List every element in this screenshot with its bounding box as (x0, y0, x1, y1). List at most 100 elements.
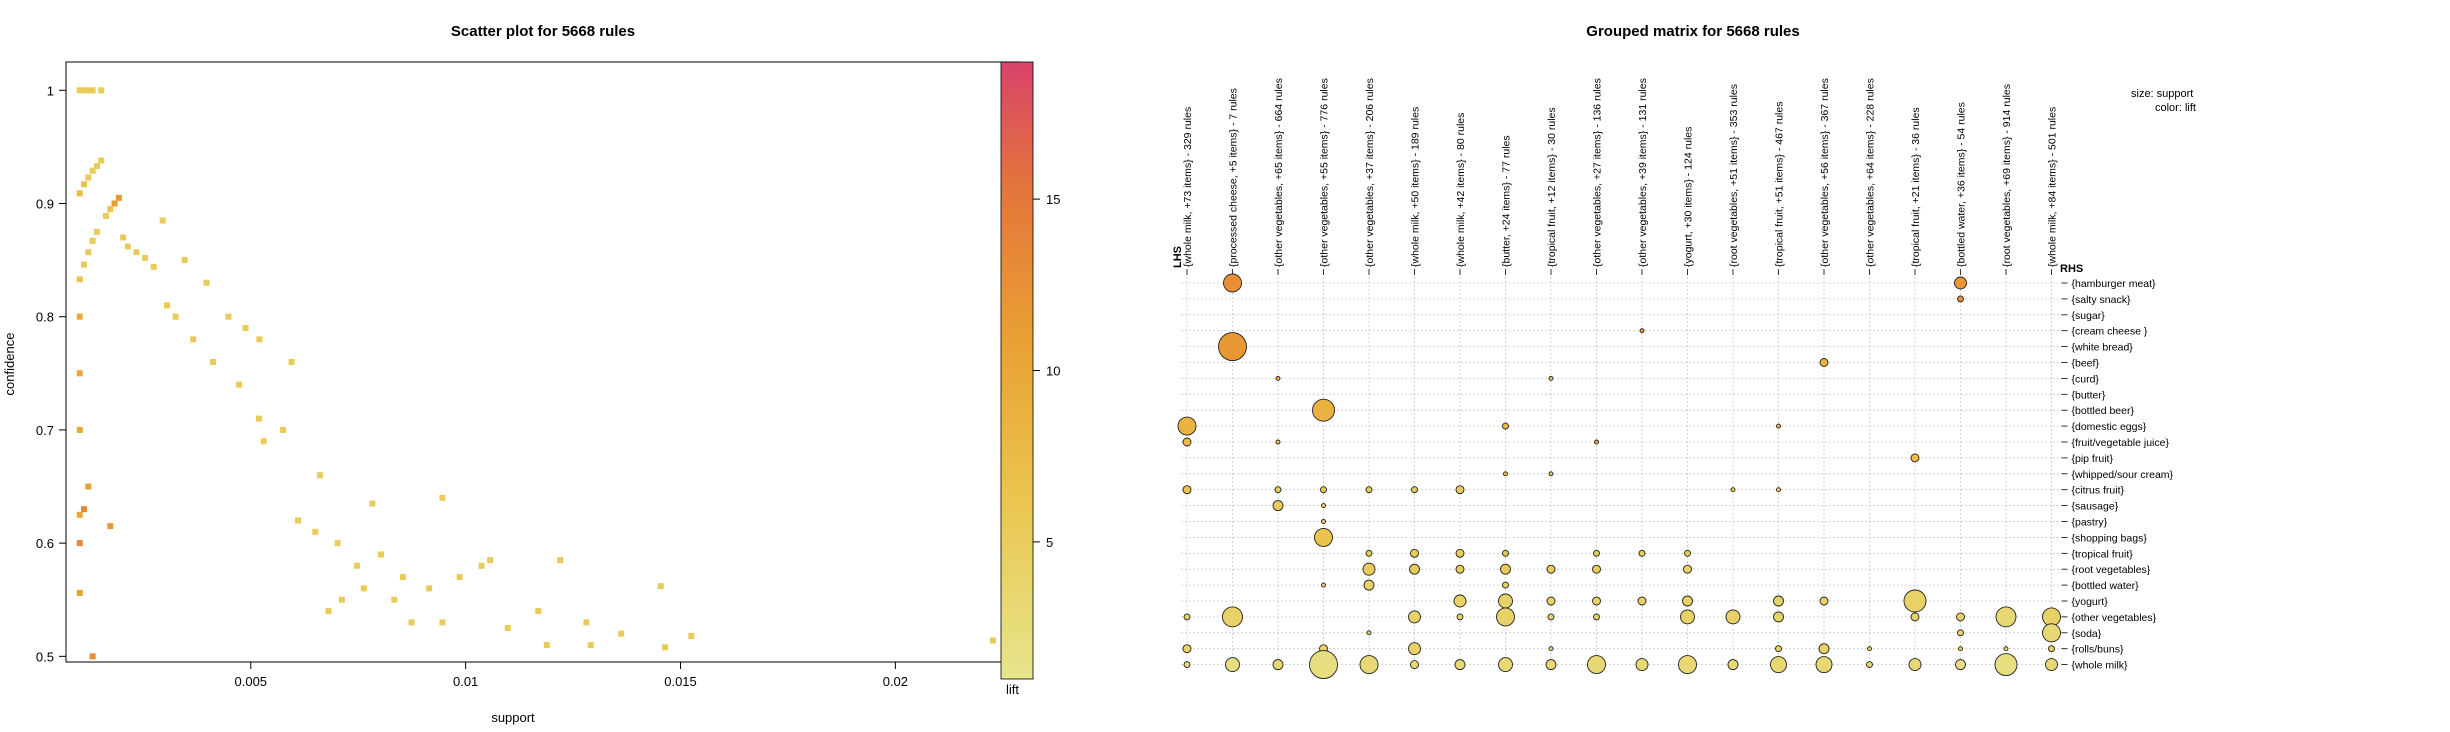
matrix-bubble (1410, 548, 1419, 558)
rhs-label: {soda} (2072, 628, 2102, 640)
scatter-point (478, 562, 485, 569)
x-tick-label: 0.015 (664, 674, 697, 689)
matrix-bubble (1819, 596, 1829, 606)
matrix-bubble (1639, 328, 1645, 334)
legend-color: color: lift (2155, 102, 2196, 114)
scatter-point (312, 528, 319, 535)
scatter-point (172, 313, 179, 320)
y-tick-label: 1 (47, 83, 54, 98)
scatter-point (76, 540, 83, 547)
matrix-bubble (1954, 276, 1967, 290)
matrix-bubble (1320, 486, 1327, 494)
matrix-bubble (1955, 659, 1966, 671)
rhs-label: {sugar} (2072, 310, 2106, 322)
scatter-point (989, 637, 996, 644)
matrix-bubble (1456, 613, 1464, 621)
matrix-bubble (1548, 646, 1554, 652)
matrix-bubble (2003, 646, 2009, 652)
scatter-point (111, 200, 118, 207)
matrix-bubble (1455, 485, 1465, 495)
scatter-points (76, 87, 996, 660)
matrix-bubble (1359, 655, 1379, 675)
matrix-bubble (1365, 486, 1373, 494)
scatter-point (76, 87, 83, 94)
matrix-bubble (1730, 487, 1736, 493)
matrix-bubble (1594, 439, 1599, 445)
matrix-bubble (1408, 642, 1421, 656)
scatter-point (587, 642, 594, 649)
scatter-point (142, 254, 149, 261)
lhs-label: {other vegetables, +65 items} - 664 rule… (1273, 78, 1285, 267)
scatter-point (209, 359, 216, 365)
matrix-title: Grouped matrix for 5668 rules (1586, 23, 1799, 40)
scatter-point (85, 174, 92, 181)
scatter-point (76, 426, 83, 433)
matrix-bubble (2048, 645, 2055, 653)
lhs-labels: {whole milk, +73 items} - 329 rules {proc… (1182, 78, 2059, 267)
x-tick-label: 0.02 (883, 674, 908, 689)
colorbar-tick-label: 15 (1046, 192, 1060, 207)
scatter-point (76, 313, 83, 320)
lift-colorbar (1000, 61, 1034, 680)
matrix-bubble (1592, 564, 1601, 574)
scatter-point (93, 163, 100, 170)
matrix-bubble (1680, 609, 1695, 625)
matrix-bubble (1866, 661, 1873, 669)
matrix-bubble (1275, 375, 1281, 381)
lhs-label: {bottled water, +36 items} - 54 rules (1956, 102, 1968, 267)
matrix-bubble (1682, 595, 1693, 607)
matrix-bubble (1684, 549, 1691, 557)
matrix-bubble (1454, 659, 1466, 671)
scatter-point (81, 506, 88, 513)
matrix-bubble (1498, 657, 1513, 673)
matrix-bubble (1819, 358, 1829, 367)
rhs-label: {citrus fruit} (2072, 485, 2125, 497)
matrix-bubble (1314, 527, 1333, 547)
matrix-bubble (1218, 332, 1247, 362)
y-tick-label: 0.9 (36, 197, 54, 212)
rhs-label: {salty snack} (2072, 294, 2131, 306)
matrix-bubble (1225, 657, 1240, 673)
matrix-bubble (1994, 653, 2018, 677)
scatter-point (89, 237, 96, 244)
rhs-label: {pastry} (2072, 517, 2108, 529)
matrix-bubble (1593, 613, 1600, 621)
matrix-bubble (1363, 579, 1375, 591)
scatter-point (369, 500, 376, 507)
scatter-point (133, 249, 140, 256)
matrix-bubble (1275, 439, 1281, 445)
matrix-bubble (1683, 564, 1692, 574)
y-tick-label: 0.8 (36, 310, 54, 325)
matrix-bubble (1365, 549, 1373, 557)
matrix-bubble (1815, 656, 1833, 674)
rhs-label: {domestic eggs} (2072, 421, 2147, 433)
scatter-point (150, 263, 157, 270)
matrix-bubble (1321, 519, 1326, 524)
scatter-point (688, 632, 695, 639)
matrix-bubble (1775, 645, 1782, 653)
x-tick-label: 0.005 (235, 674, 268, 689)
scatter-point (426, 585, 433, 592)
matrix-bubble (1183, 661, 1191, 669)
matrix-bubble (1502, 581, 1509, 589)
rhs-label: {white bread} (2072, 342, 2134, 354)
matrix-bubble (1362, 562, 1376, 576)
lhs-label: {processed cheese, +5 items} - 7 rules (1228, 88, 1240, 267)
matrix-bubble (1223, 273, 1242, 293)
matrix-bubble (1321, 582, 1326, 588)
scatter-point (408, 619, 415, 626)
lhs-header: LHS (1172, 246, 1184, 268)
colorbar-tick-label: 5 (1046, 535, 1053, 550)
rhs-label: {other vegetables} (2072, 612, 2157, 624)
matrix-bubble (1776, 423, 1781, 429)
matrix-bubble (1500, 563, 1511, 575)
scatter-point (242, 325, 249, 332)
scatter-point (487, 557, 494, 564)
scatter-point (159, 217, 166, 224)
scatter-point (76, 589, 83, 596)
scatter-point (399, 574, 406, 581)
matrix-bubble (1455, 564, 1465, 574)
scatter-point (535, 608, 542, 615)
matrix-bubble (1958, 646, 1963, 652)
